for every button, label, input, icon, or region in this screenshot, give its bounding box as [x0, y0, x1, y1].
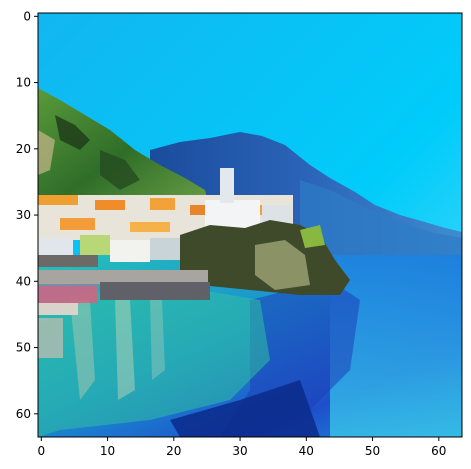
hill-shadow-2: [100, 150, 140, 190]
reflection-streak-3: [150, 300, 165, 380]
hill-shadow-1: [55, 115, 90, 150]
y-tick-label: 10: [16, 76, 31, 90]
mountain-ridge: [300, 180, 462, 262]
reflection-streak-2: [115, 300, 135, 400]
headland-green: [300, 225, 325, 248]
pier: [38, 318, 63, 358]
reflection-streak-1: [70, 300, 95, 400]
axes-frame: [37, 12, 463, 438]
x-tick-label: 20: [166, 444, 181, 458]
roof-3: [150, 198, 175, 210]
x-tick-label: 10: [100, 444, 115, 458]
y-tick-label: 0: [23, 9, 31, 23]
y-tick-label: 60: [16, 407, 31, 421]
x-tick-label: 40: [299, 444, 314, 458]
beach: [38, 303, 78, 315]
image-area: [38, 13, 462, 437]
harbour-wall: [100, 282, 210, 300]
green-patch-1: [80, 235, 110, 255]
x-axis: 0 10 20 30 40 50 60: [37, 437, 446, 458]
building-white-2: [110, 240, 150, 262]
beach-umbrellas: [38, 285, 98, 303]
hillside: [38, 88, 210, 215]
x-tick-label: 0: [37, 444, 45, 458]
y-tick-label: 30: [16, 208, 31, 222]
roof-7: [130, 222, 170, 232]
x-tick-label: 60: [431, 444, 446, 458]
promenade: [38, 270, 208, 284]
hill-rock: [38, 130, 55, 175]
y-tick-label: 50: [16, 341, 31, 355]
x-tick-label: 50: [365, 444, 380, 458]
dark-water: [170, 380, 320, 437]
headland-cliff: [255, 240, 310, 290]
roof-6: [60, 218, 95, 230]
x-tick-label: 30: [232, 444, 247, 458]
roof-1: [38, 195, 78, 205]
water-reflection: [38, 290, 270, 437]
building-white-1: [38, 238, 73, 258]
building-grey: [150, 238, 180, 260]
y-tick-label: 40: [16, 274, 31, 288]
y-tick-label: 20: [16, 142, 31, 156]
village-shadow: [38, 255, 98, 267]
y-axis: 0 10 20 30 40 50 60: [16, 9, 38, 421]
bell-tower: [220, 168, 234, 203]
roof-2: [95, 200, 125, 210]
